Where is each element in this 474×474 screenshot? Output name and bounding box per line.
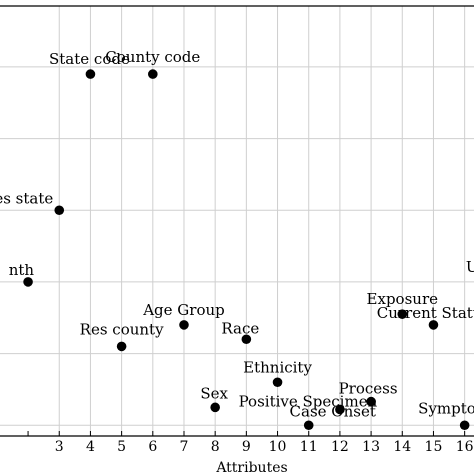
data-point (54, 205, 65, 216)
x-axis-ticks: 3456789101112131415161 (27, 431, 474, 455)
data-point-label: Res state (0, 189, 53, 207)
data-point (272, 377, 283, 388)
data-point-label: Race (221, 319, 259, 337)
data-point (241, 334, 252, 345)
plot-frame (0, 5, 474, 437)
data-point-label: Ethnicity (243, 358, 312, 376)
x-tick-label: 3 (55, 439, 64, 455)
x-tick-label: 11 (300, 439, 318, 455)
data-point-label: Case Onset (290, 402, 376, 420)
data-point-label: Und (466, 258, 474, 276)
data-point (335, 404, 345, 415)
data-point-label: Positive Specimen (239, 392, 378, 410)
data-point-label: State code (49, 50, 130, 68)
data-point-label: Symptom St (418, 399, 474, 417)
data-point (148, 69, 158, 79)
x-tick-label: 16 (456, 439, 474, 455)
data-point-label: Process (339, 380, 398, 398)
x-tick-label: 4 (86, 439, 95, 455)
data-point-label: nth (9, 261, 35, 279)
data-point (428, 320, 439, 330)
x-tick-label: 6 (148, 439, 157, 455)
x-tick-label: 14 (393, 439, 411, 455)
data-point (210, 402, 220, 413)
data-point (85, 69, 96, 79)
data-point-label: Exposure (367, 290, 439, 308)
data-point-label: Res county (80, 320, 164, 338)
x-tick-label: 9 (242, 439, 251, 455)
data-point-label: Age Group (142, 301, 225, 319)
data-point (179, 320, 189, 330)
x-tick-label: 10 (269, 439, 287, 455)
x-axis-label: Attributes (215, 460, 287, 474)
data-point-label: Current Status (377, 304, 474, 322)
data-point (23, 277, 33, 287)
data-point (303, 420, 314, 431)
x-tick-label: 7 (180, 439, 189, 455)
x-tick-label: 12 (331, 439, 349, 455)
x-tick-label: 15 (425, 439, 443, 455)
x-tick-label: 5 (117, 439, 126, 455)
data-point-label: County code (105, 48, 200, 66)
x-tick-label: 8 (211, 439, 220, 455)
data-point (116, 341, 127, 352)
x-tick-label: 13 (362, 439, 380, 455)
grid-lines (0, 6, 474, 436)
data-point (397, 309, 408, 319)
data-point (366, 396, 376, 407)
data-point (459, 420, 470, 431)
data-point-label: Sex (200, 384, 228, 402)
